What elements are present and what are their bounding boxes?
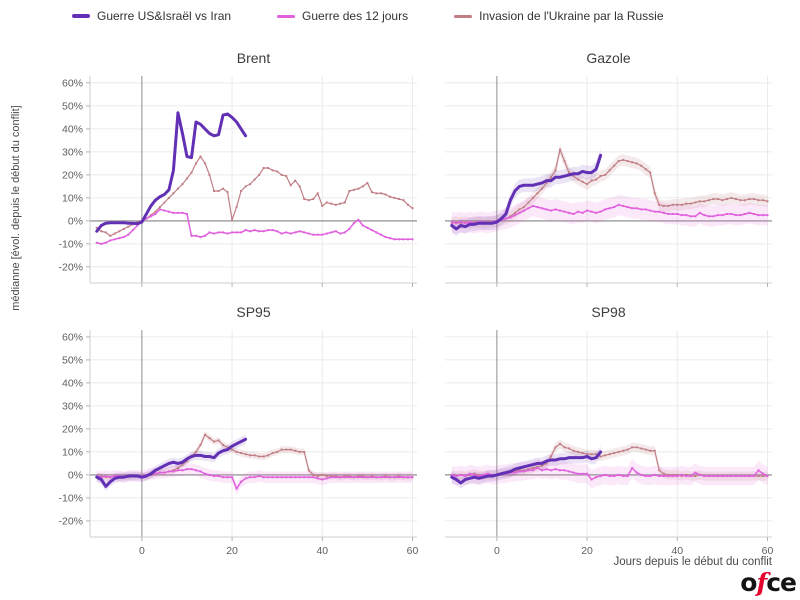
legend-swatch-ukraine [454,14,473,18]
brent-twelve_days-line [95,208,414,245]
subplot-sp98: 0 20 40 60 [445,330,774,557]
svg-text:60: 60 [762,545,774,557]
svg-text:10%: 10% [62,192,83,204]
gazole-iran-line [450,153,603,231]
svg-text:0: 0 [139,545,145,557]
svg-text:20%: 20% [62,423,83,435]
legend-item-iran: Guerre US&Israël vs Iran [72,9,231,23]
legend-item-ukraine: Invasion de l'Ukraine par la Russie [454,9,664,23]
subplot-gazole [445,76,772,287]
svg-text:20: 20 [226,545,238,557]
x-axis-title: Jours depuis le début du conflit [613,556,772,568]
svg-text:60%: 60% [62,331,83,343]
svg-text:0: 0 [494,545,500,557]
brent-iran-line [95,111,248,233]
legend-item-label: Guerre US&Israël vs Iran [97,9,232,23]
sp95-iran-line [95,437,248,488]
brent-ukraine-line [95,155,414,237]
gazole-twelve_days-band [451,194,768,234]
svg-text:50%: 50% [62,100,83,112]
subplot-sp95: 0 20 40 60 60% 50% 40% 30% 20% 10% 0% -10% -20% [58,330,419,557]
svg-text:20: 20 [581,545,593,557]
legend-item-label: Invasion de l'Ukraine par la Russie [479,9,664,23]
logo-text-before: o [740,568,757,597]
legend-swatch-iran [72,14,90,18]
svg-text:0%: 0% [68,215,83,227]
svg-text:-10%: -10% [58,492,83,504]
legend-item-label: Guerre des 12 jours [302,9,409,23]
svg-text:0%: 0% [68,469,83,481]
svg-text:60%: 60% [62,77,83,89]
subplot-title-brent: Brent [236,50,271,66]
svg-text:10%: 10% [62,446,83,458]
legend-item-twelve-days: Guerre des 12 jours [277,9,408,23]
svg-text:40: 40 [316,545,328,557]
subplot-title-sp98: SP98 [591,304,626,320]
svg-text:50%: 50% [62,354,83,366]
gazole-ukraine-band [451,143,768,229]
svg-text:40: 40 [671,545,683,557]
logo-text-after: ce [766,568,797,597]
svg-text:40%: 40% [62,123,83,135]
legend: Guerre US&Israël vs Iran Guerre des 12 j… [72,9,664,23]
sp98-iran-line [450,450,603,485]
svg-text:20%: 20% [62,169,83,181]
svg-text:30%: 30% [62,146,83,158]
ofce-logo: ofce [718,568,797,597]
svg-text:40%: 40% [62,377,83,389]
logo-accent-letter: f [756,568,767,597]
svg-text:-20%: -20% [58,515,83,527]
subplot-brent: 60% 50% 40% 30% 20% 10% 0% -10% -20% [58,76,417,287]
gazole-iran-band [451,148,601,236]
subplot-title-gazole: Gazole [586,50,631,66]
svg-text:60: 60 [407,545,419,557]
legend-swatch-twelve-days [277,14,296,18]
svg-text:30%: 30% [62,400,83,412]
subplot-title-sp95: SP95 [236,304,271,320]
svg-text:-10%: -10% [58,238,83,250]
svg-text:-20%: -20% [58,261,83,273]
y-axis-title: médianne [évol. depuis le début du confl… [10,105,22,311]
